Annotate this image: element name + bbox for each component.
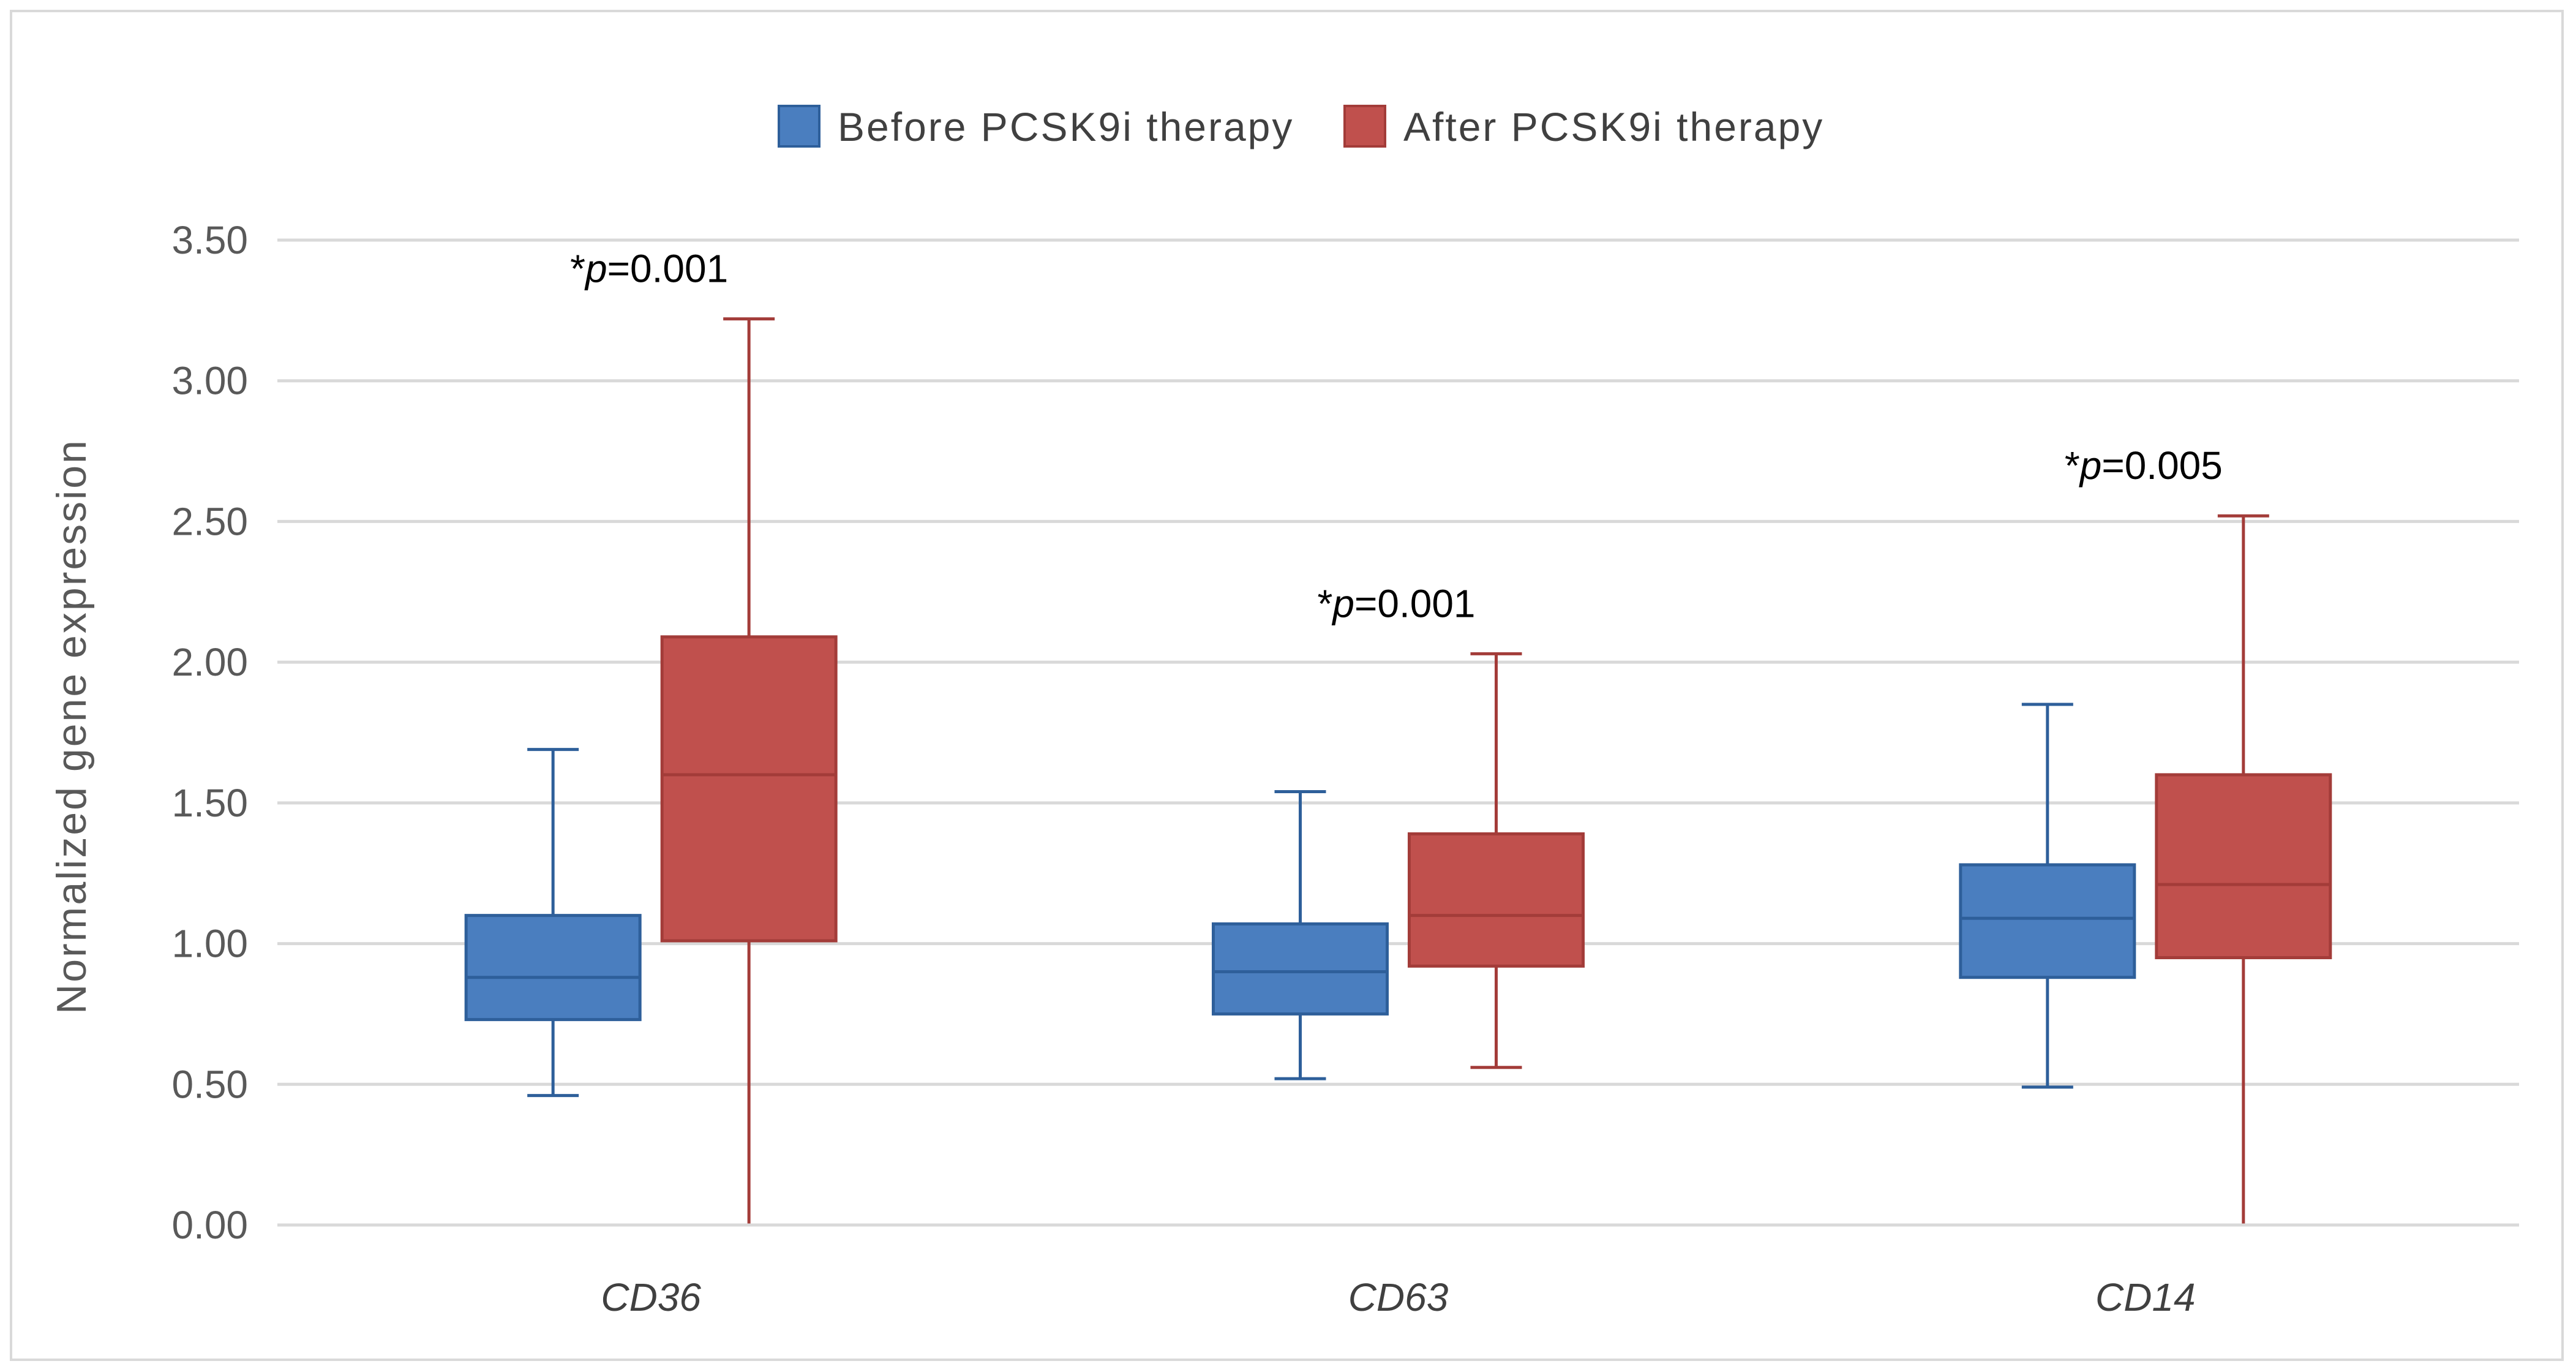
x-category-label: CD36: [601, 1275, 701, 1319]
legend-swatch: [1343, 105, 1386, 148]
y-axis-title-text: Normalized gene expression: [48, 439, 95, 1014]
y-tick-label: 2.50: [171, 499, 248, 543]
legend-label: Before PCSK9i therapy: [838, 104, 1294, 149]
p-value-annotation: *p=0.005: [2065, 443, 2223, 488]
box-plot-chart: 0.00 0.50 1.00 1.50 2.00 2.50 3.00 3.50 Normali…: [48, 104, 2519, 1319]
y-tick-label: 3.50: [171, 218, 248, 262]
gridlines: [277, 238, 2519, 1227]
x-category-label: CD14: [2095, 1275, 2196, 1319]
p-value-annotation: *p=0.001: [570, 247, 728, 291]
y-tick-label: 3.00: [171, 359, 248, 403]
p-value-number: =0.001: [607, 247, 729, 291]
p-value-symbol: p: [584, 247, 607, 291]
p-value-star: *: [2065, 443, 2080, 488]
legend-item-before: Before PCSK9i therapy: [778, 104, 1294, 149]
p-value-annotations: *p=0.001*p=0.001*p=0.005: [570, 247, 2223, 626]
y-tick-label: 2.00: [171, 640, 248, 684]
box-cd63-before: [1212, 790, 1389, 1080]
box-series: [277, 317, 2519, 1227]
p-value-annotation: *p=0.001: [1317, 581, 1475, 625]
y-tick-label: 1.50: [171, 781, 248, 825]
p-value-symbol: p: [1331, 581, 1354, 625]
iqr-box: [2155, 773, 2332, 960]
y-axis-ticks: 0.00 0.50 1.00 1.50 2.00 2.50 3.00 3.50: [171, 218, 248, 1247]
box-cd36-after: [660, 317, 838, 1227]
iqr-box: [660, 635, 838, 943]
p-value-symbol: p: [2079, 443, 2102, 488]
p-value-number: =0.005: [2101, 443, 2223, 488]
y-tick-label: 1.00: [171, 922, 248, 966]
iqr-box: [1408, 832, 1585, 968]
iqr-box: [1212, 922, 1389, 1016]
y-axis-title: Normalized gene expression: [48, 439, 95, 1014]
legend: Before PCSK9i therapy After PCSK9i therap…: [778, 104, 1824, 149]
legend-swatch: [778, 105, 820, 148]
p-value-star: *: [1317, 581, 1332, 625]
legend-item-after: After PCSK9i therapy: [1343, 104, 1824, 149]
y-tick-label: 0.50: [171, 1062, 248, 1106]
iqr-box: [464, 914, 642, 1022]
box-cd14-before: [1959, 703, 2136, 1089]
box-cd14-after: [2155, 514, 2332, 1227]
y-tick-label: 0.00: [171, 1203, 248, 1247]
chart-frame: 0.00 0.50 1.00 1.50 2.00 2.50 3.00 3.50 Normali…: [10, 10, 2564, 1361]
p-value-star: *: [570, 247, 585, 291]
legend-label: After PCSK9i therapy: [1403, 104, 1824, 149]
p-value-number: =0.001: [1354, 581, 1476, 625]
box-cd36-before: [464, 748, 642, 1098]
iqr-box: [1959, 863, 2136, 979]
x-category-label: CD63: [1348, 1275, 1449, 1319]
x-axis-categories: CD36 CD63 CD14: [601, 1275, 2195, 1319]
box-cd63-after: [1408, 652, 1585, 1069]
